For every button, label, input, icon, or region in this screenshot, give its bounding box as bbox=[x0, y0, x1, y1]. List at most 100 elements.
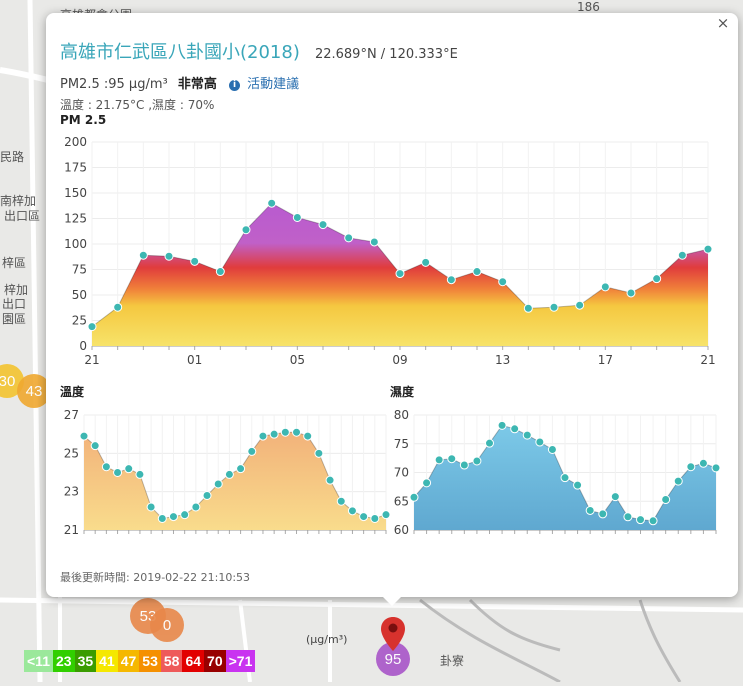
humidity-chart[interactable]: 60 65 70 75 80 bbox=[376, 403, 721, 538]
data-point[interactable] bbox=[318, 220, 328, 230]
data-point[interactable] bbox=[124, 464, 134, 474]
y-tick-label: 0 bbox=[79, 339, 87, 353]
data-point[interactable] bbox=[347, 506, 357, 516]
data-point[interactable] bbox=[498, 277, 508, 287]
data-point[interactable] bbox=[623, 512, 633, 522]
data-point[interactable] bbox=[344, 233, 354, 243]
data-point[interactable] bbox=[575, 300, 585, 310]
data-point[interactable] bbox=[247, 446, 257, 456]
data-point[interactable] bbox=[292, 427, 302, 437]
data-point[interactable] bbox=[224, 469, 234, 479]
data-point[interactable] bbox=[180, 510, 190, 520]
info-icon[interactable]: i bbox=[229, 80, 240, 91]
data-point[interactable] bbox=[522, 430, 532, 440]
data-point[interactable] bbox=[157, 514, 167, 523]
data-point[interactable] bbox=[190, 256, 200, 266]
data-point[interactable] bbox=[600, 282, 610, 292]
legend-item: <11 bbox=[24, 650, 53, 672]
data-point[interactable] bbox=[409, 492, 419, 502]
data-point[interactable] bbox=[87, 322, 97, 332]
data-point[interactable] bbox=[648, 516, 658, 526]
station-marker[interactable]: 95 bbox=[376, 642, 410, 676]
data-point[interactable] bbox=[113, 302, 123, 312]
data-point[interactable] bbox=[381, 510, 391, 520]
data-point[interactable] bbox=[652, 274, 662, 284]
close-icon[interactable]: × bbox=[716, 14, 730, 32]
data-point[interactable] bbox=[336, 496, 346, 506]
data-point[interactable] bbox=[698, 458, 708, 468]
data-point[interactable] bbox=[236, 464, 246, 474]
data-point[interactable] bbox=[101, 462, 111, 472]
x-tick-label: 13 bbox=[495, 353, 510, 367]
data-point[interactable] bbox=[686, 462, 696, 472]
data-point[interactable] bbox=[523, 303, 533, 313]
data-point[interactable] bbox=[422, 478, 432, 488]
data-point[interactable] bbox=[636, 515, 645, 525]
data-point[interactable] bbox=[598, 509, 608, 519]
data-point[interactable] bbox=[90, 441, 100, 451]
data-point[interactable] bbox=[280, 427, 290, 437]
data-point[interactable] bbox=[677, 250, 687, 260]
data-point[interactable] bbox=[303, 431, 313, 441]
data-point[interactable] bbox=[446, 275, 456, 285]
data-point[interactable] bbox=[421, 257, 431, 267]
y-tick-label: 75 bbox=[72, 263, 87, 277]
pm-chart[interactable]: 0 25 50 75 100 125 150 175 200 21 01 05 09 13 17 21 bbox=[46, 131, 738, 376]
x-tick-label: 21 bbox=[700, 353, 715, 367]
data-point[interactable] bbox=[79, 431, 89, 441]
data-point[interactable] bbox=[325, 475, 335, 485]
data-point[interactable] bbox=[314, 448, 324, 458]
data-point[interactable] bbox=[472, 456, 482, 466]
y-tick-label: 21 bbox=[64, 523, 79, 537]
data-point[interactable] bbox=[573, 480, 583, 490]
temperature-chart[interactable]: 21 23 25 27 bbox=[46, 403, 391, 538]
data-point[interactable] bbox=[510, 424, 520, 434]
data-point[interactable] bbox=[497, 420, 507, 430]
data-point[interactable] bbox=[258, 431, 268, 441]
data-point[interactable] bbox=[215, 267, 225, 277]
data-point[interactable] bbox=[164, 251, 174, 261]
map-place-label: 186 bbox=[577, 0, 600, 14]
data-point[interactable] bbox=[191, 502, 201, 512]
data-point[interactable] bbox=[168, 512, 178, 522]
data-point[interactable] bbox=[547, 445, 557, 454]
data-point[interactable] bbox=[146, 502, 156, 512]
data-point[interactable] bbox=[113, 468, 123, 477]
activity-advice-link[interactable]: 活動建議 bbox=[247, 77, 300, 92]
pm-chart-title: PM 2.5 bbox=[60, 113, 107, 127]
data-point[interactable] bbox=[359, 512, 369, 522]
data-point[interactable] bbox=[485, 438, 494, 448]
popup-header: 高雄市仁武區八卦國小(2018) 22.689°N / 120.333°E bbox=[60, 38, 458, 64]
data-point[interactable] bbox=[292, 212, 302, 222]
map-place-label: 梓區 bbox=[2, 256, 27, 270]
data-point[interactable] bbox=[369, 237, 379, 247]
data-point[interactable] bbox=[610, 492, 620, 502]
data-point[interactable] bbox=[626, 288, 636, 298]
station-marker[interactable]: 43 bbox=[17, 374, 51, 408]
data-point[interactable] bbox=[213, 479, 223, 489]
data-point[interactable] bbox=[434, 455, 444, 465]
station-marker[interactable]: 0 bbox=[150, 608, 184, 642]
location-pin-icon[interactable] bbox=[380, 616, 406, 652]
data-point[interactable] bbox=[711, 463, 721, 473]
data-point[interactable] bbox=[560, 473, 570, 483]
data-point[interactable] bbox=[370, 514, 380, 523]
data-point[interactable] bbox=[267, 198, 277, 208]
data-point[interactable] bbox=[395, 269, 405, 279]
data-point[interactable] bbox=[673, 476, 683, 486]
y-tick-label: 25 bbox=[72, 314, 87, 328]
data-point[interactable] bbox=[535, 437, 545, 447]
data-point[interactable] bbox=[459, 460, 469, 470]
data-point[interactable] bbox=[202, 491, 212, 500]
data-point[interactable] bbox=[241, 225, 251, 235]
data-point[interactable] bbox=[138, 250, 148, 260]
data-point[interactable] bbox=[661, 495, 671, 505]
data-point[interactable] bbox=[447, 454, 457, 464]
data-point[interactable] bbox=[585, 505, 595, 515]
data-point[interactable] bbox=[269, 429, 279, 439]
data-point[interactable] bbox=[703, 244, 713, 254]
data-point[interactable] bbox=[549, 302, 559, 312]
data-point[interactable] bbox=[472, 267, 482, 277]
data-point[interactable] bbox=[135, 469, 145, 479]
